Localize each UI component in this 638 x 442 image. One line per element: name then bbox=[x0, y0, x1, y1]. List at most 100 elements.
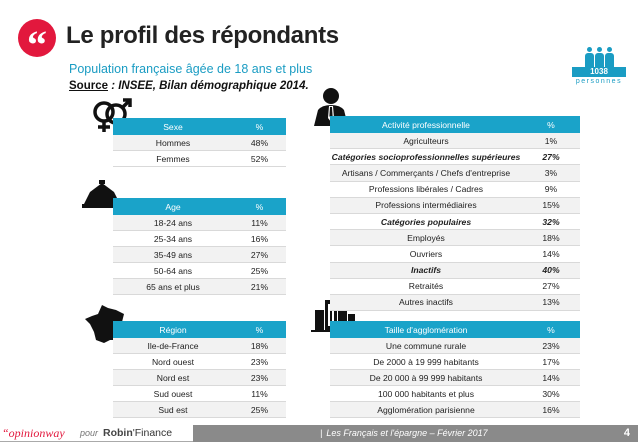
row-label: Catégories populaires bbox=[380, 216, 472, 227]
footer-logos: “opinionway pour Robin'Finance bbox=[0, 425, 193, 442]
footer-pour: pour bbox=[80, 428, 99, 438]
respondents-badge: 1038 personnes bbox=[572, 45, 626, 85]
table-header: Activité professionnelle % bbox=[330, 116, 580, 133]
table-row: 35-49 ans 27% bbox=[113, 247, 286, 263]
robinfinance-logo: Robin'Finance bbox=[103, 427, 173, 439]
table-row: De 20 000 à 99 999 habitants 14% bbox=[330, 370, 580, 386]
table-row: Autres inactifs 13% bbox=[330, 294, 580, 312]
table-activite: Activité professionnelle % Agriculteurs 1… bbox=[330, 116, 580, 312]
table-row: Catégories socioprofessionnelles supérie… bbox=[330, 149, 580, 166]
row-label: Professions libérales / Cadres bbox=[368, 184, 484, 195]
table-age: Age % 18-24 ans 11% 25-34 ans 16% 35-49 ans 2… bbox=[113, 198, 286, 295]
row-value: 25% bbox=[250, 404, 269, 415]
table-row: 65 ans et plus 21% bbox=[113, 279, 286, 295]
header-sexe: Sexe bbox=[163, 121, 183, 132]
row-value: 11% bbox=[251, 388, 268, 399]
row-label: Professions intermédiaires bbox=[375, 200, 477, 211]
page-number: 4 bbox=[623, 427, 630, 439]
row-label: Inactifs bbox=[410, 265, 442, 276]
header-percent: % bbox=[255, 201, 264, 212]
footer-title: Les Français et l'épargne – Février 2017 bbox=[320, 428, 487, 438]
table-row: Inactifs 40% bbox=[330, 262, 580, 279]
row-value: 40% bbox=[542, 265, 560, 276]
row-label: Catégories socioprofessionnelles supérie… bbox=[331, 151, 521, 162]
row-value: 30% bbox=[542, 388, 560, 399]
table-row: Professions libérales / Cadres 9% bbox=[330, 182, 580, 198]
table-row: 50-64 ans 25% bbox=[113, 263, 286, 279]
table-row: Catégories populaires 32% bbox=[330, 214, 580, 231]
row-value: 52% bbox=[250, 153, 269, 164]
row-value: 23% bbox=[542, 340, 560, 351]
row-value: 18% bbox=[542, 232, 560, 243]
row-value: 27% bbox=[250, 249, 269, 260]
row-label: Ouvriers bbox=[409, 248, 443, 259]
table-row: Artisans / Commerçants / Chefs d'entrepr… bbox=[330, 165, 580, 182]
row-label: Artisans / Commerçants / Chefs d'entrepr… bbox=[341, 167, 511, 178]
row-value: 25% bbox=[250, 265, 269, 276]
row-label: Sud ouest bbox=[153, 388, 193, 399]
row-label: De 2000 à 19 999 habitants bbox=[373, 356, 479, 367]
row-label: Employés bbox=[407, 232, 445, 243]
people-icon bbox=[572, 45, 626, 67]
table-row: Professions intermédiaires 15% bbox=[330, 197, 580, 214]
row-value: 11% bbox=[251, 217, 268, 228]
row-value: 3% bbox=[544, 167, 558, 178]
table-row: Hommes 48% bbox=[113, 135, 286, 151]
row-value: 9% bbox=[544, 184, 558, 195]
table-row: Nord ouest 23% bbox=[113, 354, 286, 370]
table-row: Sud ouest 11% bbox=[113, 386, 286, 402]
table-row: Sud est 25% bbox=[113, 402, 286, 418]
row-value: 48% bbox=[250, 137, 269, 148]
respondents-count: 1038 bbox=[572, 67, 626, 77]
header-percent: % bbox=[547, 119, 555, 130]
row-value: 15% bbox=[542, 200, 560, 211]
footer: “opinionway pour Robin'Finance Les Franç… bbox=[0, 425, 638, 442]
row-value: 17% bbox=[542, 356, 560, 367]
row-value: 1% bbox=[544, 135, 558, 146]
table-region: Région % Ile-de-France 18% Nord ouest 23% No… bbox=[113, 321, 286, 418]
respondents-unit: personnes bbox=[575, 78, 623, 85]
hourglass-icon bbox=[82, 180, 122, 208]
row-label: 18-24 ans bbox=[153, 217, 193, 228]
row-value: 23% bbox=[250, 372, 269, 383]
page-subtitle: Population française âgée de 18 ans et p… bbox=[69, 62, 313, 76]
table-row: Nord est 23% bbox=[113, 370, 286, 386]
table-row: Agriculteurs 1% bbox=[330, 133, 580, 150]
row-value: 32% bbox=[542, 216, 560, 227]
row-value: 23% bbox=[250, 356, 269, 367]
row-value: 21% bbox=[250, 281, 269, 292]
table-row: Ile-de-France 18% bbox=[113, 338, 286, 354]
table-agglomeration: Taille d'agglomération % Une commune rur… bbox=[330, 321, 580, 418]
row-label: Autres inactifs bbox=[399, 297, 453, 308]
header-percent: % bbox=[547, 324, 555, 335]
row-label: Sud est bbox=[158, 404, 188, 415]
table-row: Une commune rurale 23% bbox=[330, 338, 580, 354]
row-label: Ile-de-France bbox=[147, 340, 199, 351]
header-activite: Activité professionnelle bbox=[382, 119, 470, 130]
quote-badge: “ bbox=[18, 19, 56, 67]
row-value: 13% bbox=[542, 297, 560, 308]
header-percent: % bbox=[255, 121, 264, 132]
header-age: Age bbox=[165, 201, 181, 212]
row-label: 25-34 ans bbox=[153, 233, 193, 244]
table-row: 100 000 habitants et plus 30% bbox=[330, 386, 580, 402]
source-label: Source bbox=[69, 80, 108, 92]
source-text: : INSEE, Bilan démographique 2014. bbox=[108, 80, 309, 92]
table-row: Ouvriers 14% bbox=[330, 246, 580, 263]
row-label: Une commune rurale bbox=[385, 340, 467, 351]
header-region: Région bbox=[159, 324, 187, 335]
row-label: Nord est bbox=[156, 372, 190, 383]
row-label: Hommes bbox=[155, 137, 191, 148]
row-label: Agriculteurs bbox=[403, 135, 449, 146]
table-header: Région % bbox=[113, 321, 286, 338]
row-value: 16% bbox=[542, 404, 560, 415]
row-value: 14% bbox=[542, 248, 560, 259]
row-value: 18% bbox=[250, 340, 269, 351]
row-label: 65 ans et plus bbox=[146, 281, 200, 292]
table-row: Retraités 27% bbox=[330, 279, 580, 295]
row-label: Femmes bbox=[156, 153, 190, 164]
page-title: Le profil des répondants bbox=[66, 22, 339, 49]
table-row: Femmes 52% bbox=[113, 151, 286, 167]
row-label: 50-64 ans bbox=[153, 265, 193, 276]
opinionway-logo: “opinionway bbox=[2, 426, 65, 440]
